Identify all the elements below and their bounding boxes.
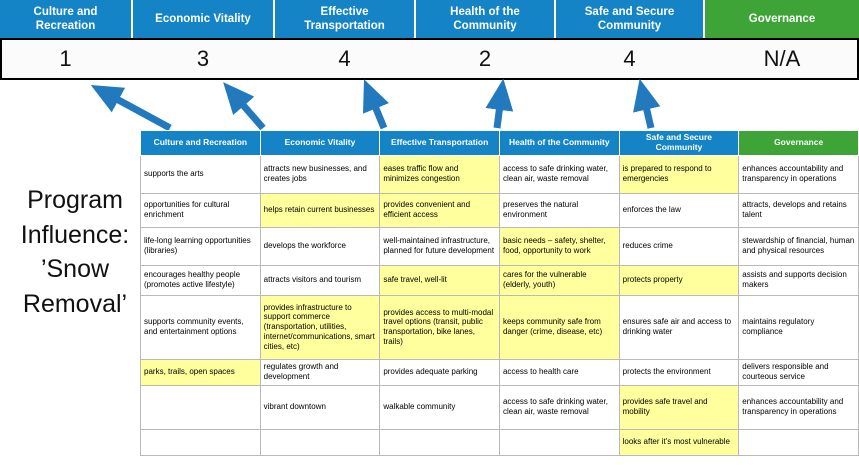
influence-arrows	[90, 78, 661, 132]
matrix-cell: cares for the vulnerable (elderly, youth…	[498, 264, 620, 296]
matrix-cell: supports the arts	[140, 154, 261, 194]
matrix-cell	[140, 428, 261, 456]
matrix-cell: protects the environment	[618, 358, 740, 386]
arrow-health-of-the-community	[485, 78, 514, 129]
matrix-cell: life-long learning opportunities (librar…	[140, 226, 261, 266]
matrix-header-safe-and-secure-community: Safe and Secure Community	[618, 130, 740, 156]
matrix-cell: develops the workforce	[259, 226, 381, 266]
score-health-of-the-community: 2	[478, 46, 492, 71]
matrix-cell: provides safe travel and mobility	[618, 384, 740, 430]
matrix-cell: walkable community	[379, 384, 500, 430]
matrix-cell	[140, 384, 261, 430]
matrix-cell: delivers responsible and courteous servi…	[738, 358, 859, 386]
matrix-cell: attracts visitors and tourism	[259, 264, 381, 296]
arrow-culture-and-recreation	[90, 84, 172, 132]
matrix-cell: regulates growth and development	[259, 358, 381, 386]
program-title: Program Influence: ’Snow Removal’	[20, 186, 130, 318]
category-effective-transportation: Effective Transportation	[275, 0, 414, 38]
arrow-effective-transportation	[363, 79, 389, 130]
category-governance: Governance	[705, 0, 859, 38]
score-economic-vitality: 3	[196, 46, 210, 71]
category-economic-vitality: Economic Vitality	[133, 0, 273, 38]
matrix-cell	[259, 428, 381, 456]
matrix-cell: parks, trails, open spaces	[140, 358, 261, 386]
matrix-cell: provides adequate parking	[379, 358, 500, 386]
score-effective-transportation: 4	[338, 46, 351, 71]
influence-matrix: Culture and Recreation Economic Vitality…	[140, 130, 859, 456]
matrix-cell: maintains regulatory compliance	[738, 294, 859, 360]
matrix-cell: well-maintained infrastructure, planned …	[379, 226, 500, 266]
matrix-header-economic-vitality: Economic Vitality	[259, 130, 381, 156]
matrix-header-row: Culture and Recreation Economic Vitality…	[140, 130, 859, 156]
matrix-cell: enforces the law	[618, 192, 740, 228]
score-governance: N/A	[763, 46, 801, 71]
matrix-row: supports the arts attracts new businesse…	[140, 154, 859, 194]
matrix-cell	[738, 428, 859, 456]
matrix-cell: stewardship of financial, human and phys…	[738, 226, 859, 266]
matrix-cell: encourages healthy people (promotes acti…	[140, 264, 261, 296]
matrix-cell: access to safe drinking water, clean air…	[498, 384, 620, 430]
matrix-cell: eases traffic flow and minimizes congest…	[379, 154, 500, 194]
score-band: 1 3 4 2 4 N/A	[0, 38, 859, 80]
arrow-economic-vitality	[223, 82, 266, 131]
matrix-cell: attracts new businesses, and creates job…	[259, 154, 381, 194]
matrix-row: encourages healthy people (promotes acti…	[140, 264, 859, 296]
matrix-cell: enhances accountability and transparency…	[738, 154, 859, 194]
matrix-header-culture-and-recreation: Culture and Recreation	[140, 130, 261, 156]
matrix-cell: looks after it's most vulnerable	[618, 428, 740, 456]
matrix-header-governance: Governance	[738, 130, 859, 156]
matrix-cell: safe travel, well-lit	[379, 264, 500, 296]
category-culture-and-recreation: Culture and Recreation	[0, 0, 131, 38]
matrix-cell: is prepared to respond to emergencies	[618, 154, 740, 194]
score-culture-and-recreation: 1	[59, 46, 72, 71]
matrix-cell: provides convenient and efficient access	[379, 192, 500, 228]
score-safe-and-secure-community: 4	[623, 46, 636, 71]
matrix-cell: attracts, develops and retains talent	[738, 192, 859, 228]
matrix-cell: ensures safe air and access to drinking …	[618, 294, 740, 360]
matrix-cell: opportunities for cultural enrichment	[140, 192, 261, 228]
matrix-cell: basic needs – safety, shelter, food, opp…	[498, 226, 620, 266]
matrix-cell: keeps community safe from danger (crime,…	[498, 294, 620, 360]
matrix-row: life-long learning opportunities (librar…	[140, 226, 859, 266]
category-header-band: Culture and Recreation Economic Vitality…	[0, 0, 859, 38]
matrix-cell: access to health care	[498, 358, 620, 386]
matrix-row: parks, trails, open spaces regulates gro…	[140, 358, 859, 386]
matrix-cell: vibrant downtown	[259, 384, 381, 430]
category-safe-and-secure-community: Safe and Secure Community	[556, 0, 703, 38]
matrix-row: supports community events, and entertain…	[140, 294, 859, 360]
matrix-header-effective-transportation: Effective Transportation	[379, 130, 500, 156]
matrix-header-health-of-the-community: Health of the Community	[498, 130, 620, 156]
matrix-cell: enhances accountability and transparency…	[738, 384, 859, 430]
matrix-cell	[498, 428, 620, 456]
matrix-cell: reduces crime	[618, 226, 740, 266]
matrix-cell: assists and supports decision makers	[738, 264, 859, 296]
matrix-cell: protects property	[618, 264, 740, 296]
matrix-cell: supports community events, and entertain…	[140, 294, 261, 360]
matrix-cell	[379, 428, 500, 456]
matrix-cell: preserves the natural environment	[498, 192, 620, 228]
matrix-row: vibrant downtown walkable community acce…	[140, 384, 859, 430]
matrix-row: opportunities for cultural enrichment he…	[140, 192, 859, 228]
matrix-cell: provides access to multi-modal travel op…	[379, 294, 500, 360]
arrow-safe-and-secure-community	[633, 78, 661, 129]
matrix-cell: access to safe drinking water, clean air…	[498, 154, 620, 194]
matrix-row: looks after it's most vulnerable	[140, 428, 859, 456]
matrix-cell: helps retain current businesses	[259, 192, 381, 228]
matrix-cell: provides infrastructure to support comme…	[259, 294, 381, 360]
category-health-of-the-community: Health of the Community	[416, 0, 554, 38]
